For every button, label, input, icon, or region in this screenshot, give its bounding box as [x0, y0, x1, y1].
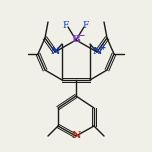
Text: N: N — [71, 131, 81, 140]
Text: B: B — [72, 36, 80, 45]
Text: +: + — [99, 43, 105, 52]
Text: F: F — [63, 21, 69, 29]
Text: N: N — [50, 47, 60, 57]
Text: F: F — [83, 21, 89, 29]
Text: −: − — [77, 31, 85, 40]
Text: N: N — [92, 47, 102, 57]
